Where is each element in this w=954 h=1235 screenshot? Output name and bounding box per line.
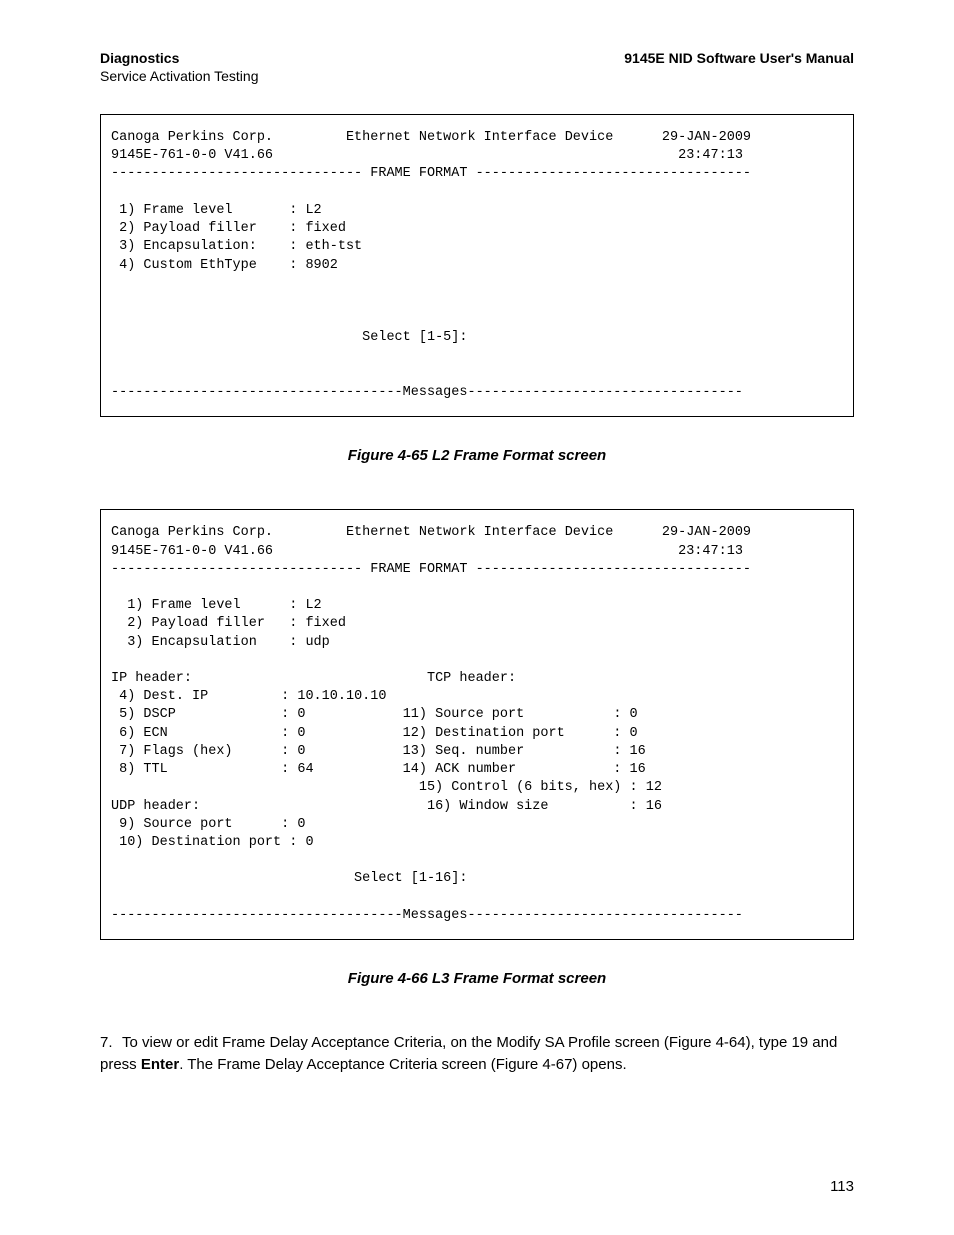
figure-caption-1: Figure 4-65 L2 Frame Format screen: [100, 447, 854, 464]
terminal-screen-2: Canoga Perkins Corp. Ethernet Network In…: [100, 509, 854, 940]
figure-caption-2: Figure 4-66 L3 Frame Format screen: [100, 970, 854, 987]
header-sub: Service Activation Testing: [100, 68, 854, 84]
terminal-screen-1: Canoga Perkins Corp. Ethernet Network In…: [100, 114, 854, 417]
header-left: Diagnostics: [100, 50, 179, 66]
step-7: 7.To view or edit Frame Delay Acceptance…: [100, 1032, 854, 1076]
header-right: 9145E NID Software User's Manual: [624, 50, 854, 66]
page-number: 113: [830, 1178, 854, 1195]
